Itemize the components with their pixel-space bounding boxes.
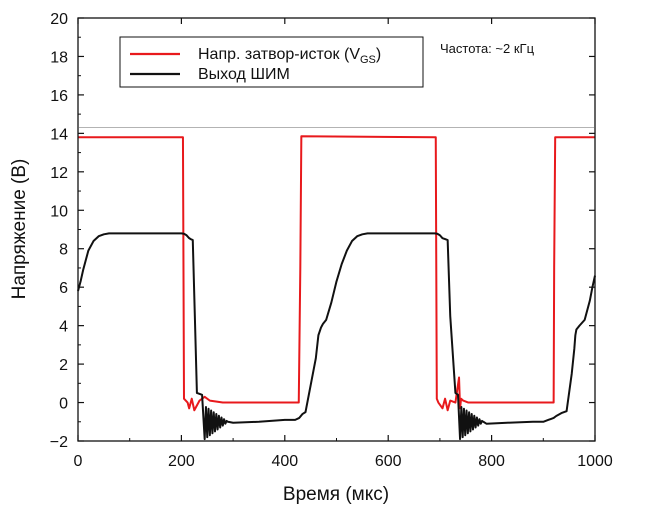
- y-axis-title: Напряжение (В): [9, 159, 30, 300]
- y-tick-label: 0: [59, 396, 68, 413]
- series-line-pwm-output: [77, 232, 596, 441]
- plot-frame: [77, 17, 596, 442]
- legend-label-gate: Напр. затвор-исток (VGS): [198, 46, 381, 66]
- x-axis-title: Время (мкс): [283, 484, 389, 505]
- x-tick-label: 600: [375, 453, 402, 470]
- y-tick-label: 14: [50, 126, 68, 143]
- legend: Напр. затвор-исток (VGS) Выход ШИМ: [119, 36, 424, 88]
- y-tick-label: −2: [50, 434, 68, 451]
- y-tick-label: 18: [50, 49, 68, 66]
- x-tick-label: 400: [271, 453, 298, 470]
- y-tick-label: 6: [59, 280, 68, 297]
- frequency-annotation: Частота: ~2 кГц: [440, 41, 535, 56]
- y-tick-label: 12: [50, 165, 68, 182]
- x-tick-label: 0: [74, 453, 83, 470]
- legend-box: [119, 36, 424, 88]
- x-tick-label: 800: [478, 453, 505, 470]
- y-tick-label: 20: [50, 11, 68, 28]
- legend-label-pwm: Выход ШИМ: [198, 66, 290, 83]
- y-tick-label: 16: [50, 88, 68, 105]
- y-tick-label: 8: [59, 242, 68, 259]
- series-line-gate-source: [78, 135, 595, 412]
- y-tick-label: 2: [59, 357, 68, 374]
- x-tick-label: 1000: [577, 453, 613, 470]
- x-tick-label: 200: [168, 453, 195, 470]
- y-tick-label: 4: [59, 319, 68, 336]
- y-tick-label: 10: [50, 203, 68, 220]
- series-layer: [77, 135, 596, 441]
